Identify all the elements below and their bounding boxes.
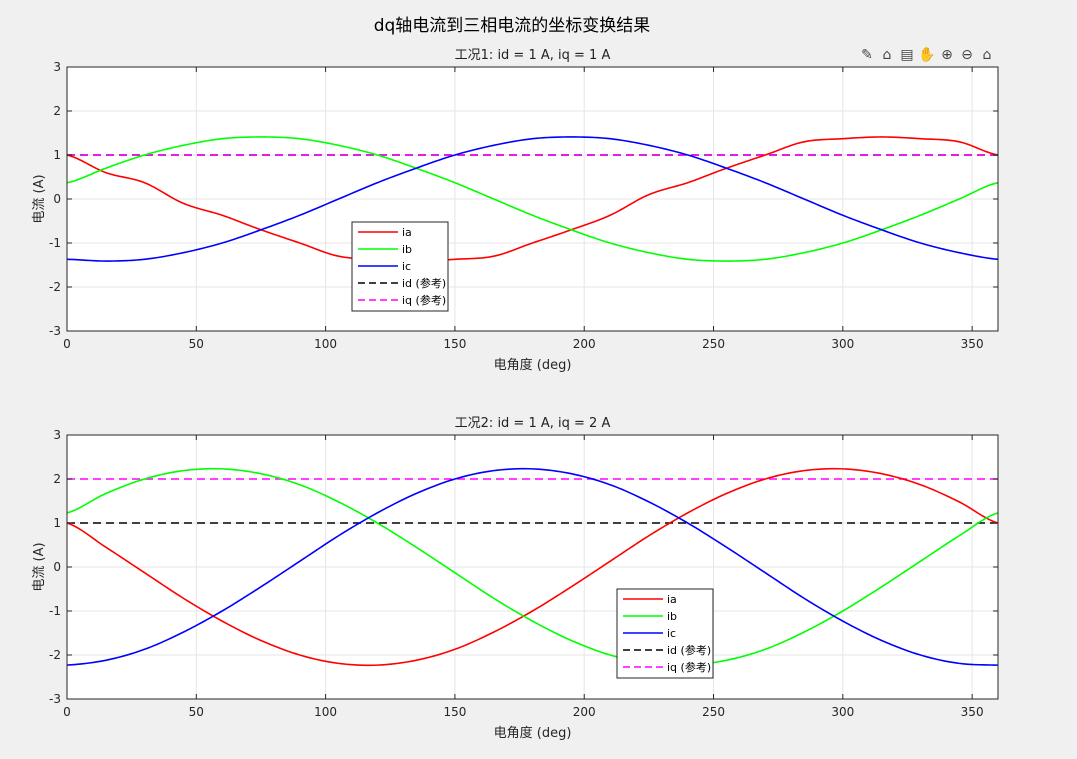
x-tick-label: 250	[702, 337, 725, 351]
x-tick-label: 100	[314, 337, 337, 351]
x-tick-label: 200	[573, 337, 596, 351]
subplot-title: 工况1: id = 1 A, iq = 1 A	[455, 48, 611, 63]
x-tick-label: 300	[831, 705, 854, 719]
x-tick-label: 300	[831, 337, 854, 351]
legend-entry-ic: ic	[667, 627, 676, 640]
legend-entry-ia: ia	[402, 226, 412, 239]
series-line-ib	[66, 467, 999, 667]
y-tick-label: -1	[49, 236, 61, 250]
axes-toolbar: ✎ ⌂ ▤ ✋ ⊕ ⊖ ⌂	[858, 44, 996, 66]
x-axis-label: 电角度 (deg)	[494, 725, 572, 741]
y-tick-label: -3	[49, 692, 61, 706]
legend[interactable]: ia ib ic id (参考) iq (参考)	[351, 221, 449, 312]
y-tick-label: 1	[53, 148, 61, 162]
y-tick-label: 1	[53, 516, 61, 530]
zoom-out-icon[interactable]: ⊖	[961, 47, 973, 63]
x-tick-label: 250	[702, 705, 725, 719]
series-line-ib	[66, 136, 999, 262]
x-tick-label: 200	[573, 705, 596, 719]
y-tick-label: 0	[53, 560, 61, 574]
legend-entry-ia: ia	[667, 593, 677, 606]
legend-entry-ib: ib	[402, 243, 412, 256]
y-tick-label: -1	[49, 604, 61, 618]
x-tick-label: 150	[443, 337, 466, 351]
y-tick-label: -2	[49, 648, 61, 662]
zoom-in-icon[interactable]: ⊕	[941, 47, 953, 63]
datatip-icon[interactable]: ▤	[900, 47, 914, 63]
legend-entry-iq: iq (参考)	[667, 660, 711, 674]
x-tick-label: 350	[961, 705, 984, 719]
y-tick-label: 3	[53, 428, 61, 442]
figure-title: dq轴电流到三相电流的坐标变换结果	[374, 16, 651, 36]
x-tick-label: 50	[189, 705, 204, 719]
y-axis-label: 电流 (A)	[32, 542, 47, 591]
legend-entry-iq: iq (参考)	[402, 293, 446, 307]
subplot-1[interactable]: 0 50 100 150 200 250 300 350 -3 -2 -1 0 1 2 3 工况1: id =…	[32, 48, 999, 373]
export-icon[interactable]: ✎	[861, 47, 873, 63]
y-tick-label: 0	[53, 192, 61, 206]
legend[interactable]: ia ib ic id (参考) iq (参考)	[616, 588, 714, 679]
subplot-title: 工况2: id = 1 A, iq = 2 A	[455, 416, 611, 431]
y-tick-label: -3	[49, 324, 61, 338]
x-axis-label: 电角度 (deg)	[494, 357, 572, 373]
series-line-ia	[66, 467, 999, 667]
x-tick-label: 0	[63, 705, 71, 719]
x-tick-label: 50	[189, 337, 204, 351]
legend-entry-id: id (参考)	[402, 276, 446, 290]
x-tick-label: 0	[63, 337, 71, 351]
series-line-ic	[66, 467, 999, 666]
x-tick-label: 150	[443, 705, 466, 719]
y-tick-label: 2	[53, 472, 61, 486]
legend-entry-ic: ic	[402, 260, 411, 273]
legend-entry-id: id (参考)	[667, 643, 711, 657]
y-axis-label: 电流 (A)	[32, 174, 47, 223]
brush-icon[interactable]: ⌂	[882, 47, 892, 63]
legend-entry-ib: ib	[667, 610, 677, 623]
series-line-ia	[66, 136, 999, 262]
subplot-2[interactable]: 0 50 100 150 200 250 300 350 -3 -2 -1 0 1 2 3 工况2: id =…	[32, 416, 999, 741]
home-icon[interactable]: ⌂	[982, 47, 992, 63]
y-tick-label: -2	[49, 280, 61, 294]
x-tick-label: 350	[961, 337, 984, 351]
series-line-ic	[66, 136, 999, 262]
y-tick-label: 3	[53, 60, 61, 74]
y-tick-label: 2	[53, 104, 61, 118]
x-tick-label: 100	[314, 705, 337, 719]
pan-icon[interactable]: ✋	[918, 47, 936, 63]
